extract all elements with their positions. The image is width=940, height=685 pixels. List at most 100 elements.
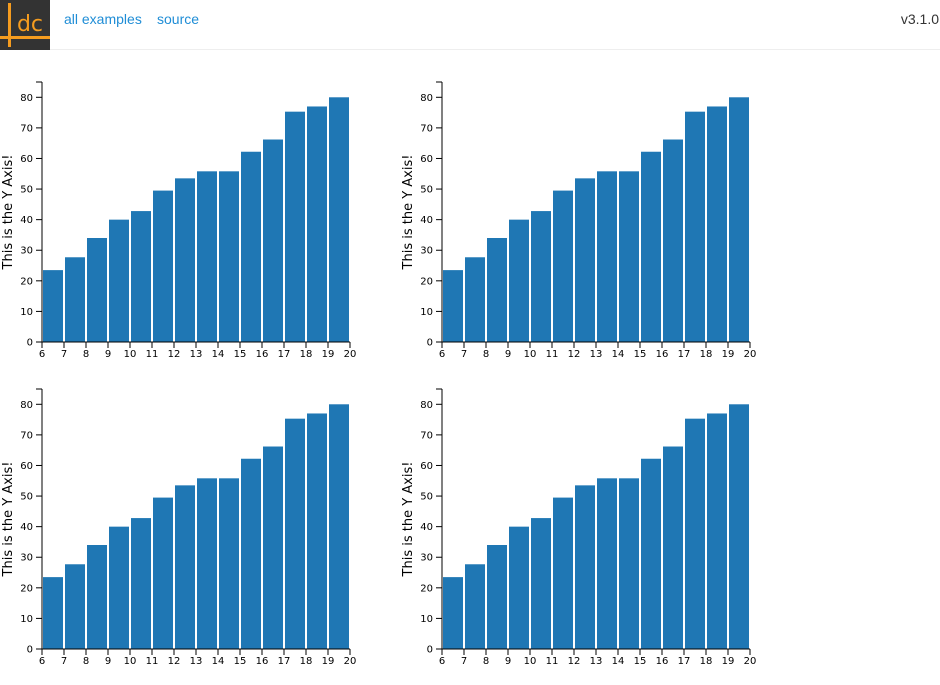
bar-19 [329,404,349,649]
y-tick-label-10: 10 [420,614,433,625]
bar-9 [109,219,129,342]
x-tick-label-13: 13 [590,656,603,667]
bar-6 [443,577,463,649]
y-tick-label-50: 50 [20,492,33,503]
bar-14 [219,171,239,342]
x-tick-label-15: 15 [634,349,647,360]
bar-series [443,404,749,649]
bar-9 [509,526,529,649]
x-tick-label-12: 12 [568,656,581,667]
bar-16 [263,446,283,649]
bar-7 [465,564,485,649]
x-tick-label-13: 13 [590,349,603,360]
bar-17 [685,418,705,649]
logo-vertical-bar [8,3,11,47]
dc-logo[interactable]: dc [0,0,50,50]
bar-10 [531,518,551,649]
y-tick-label-60: 60 [420,154,433,165]
x-tick-label-8: 8 [83,349,89,360]
bar-15 [241,458,261,649]
y-tick-label-40: 40 [20,522,33,533]
y-tick-label-0: 0 [27,338,33,349]
bar-series [443,97,749,342]
x-tick-label-18: 18 [300,349,313,360]
x-tick-label-9: 9 [505,656,511,667]
bar-13 [197,171,217,342]
x-tick-label-9: 9 [505,349,511,360]
bar-15 [241,151,261,342]
bar-7 [465,257,485,342]
y-axis-label: This is the Y Axis! [1,155,16,271]
y-axis: 0 10 20 30 40 50 60 70 80 [420,81,443,349]
y-tick-label-70: 70 [20,123,33,134]
y-tick-label-80: 80 [420,93,433,104]
y-tick-label-0: 0 [27,645,33,656]
x-tick-label-20: 20 [344,656,357,667]
x-axis: 6 7 8 9 10 11 12 13 14 15 16 17 18 19 20 [39,648,357,667]
x-tick-label-8: 8 [483,656,489,667]
y-tick-label-60: 60 [420,461,433,472]
bar-19 [729,404,749,649]
y-tick-label-30: 30 [420,246,433,257]
x-tick-label-15: 15 [634,656,647,667]
x-tick-label-8: 8 [83,656,89,667]
y-tick-label-10: 10 [20,307,33,318]
bar-18 [307,106,327,342]
y-tick-label-40: 40 [20,215,33,226]
x-tick-label-6: 6 [39,656,45,667]
bar-12 [575,178,595,342]
y-tick-label-0: 0 [427,338,433,349]
bar-17 [685,111,705,342]
x-tick-label-16: 16 [656,656,669,667]
x-tick-label-13: 13 [190,656,203,667]
y-tick-label-70: 70 [420,123,433,134]
bar-16 [263,139,283,342]
x-tick-label-12: 12 [568,349,581,360]
x-tick-label-10: 10 [124,656,137,667]
y-axis: 0 10 20 30 40 50 60 70 80 [20,388,43,656]
bar-16 [663,139,683,342]
x-tick-label-18: 18 [300,656,313,667]
bar-15 [641,458,661,649]
bar-18 [707,106,727,342]
x-tick-label-16: 16 [256,656,269,667]
x-tick-label-7: 7 [461,349,467,360]
top-bar: dc all examples source v3.1.0 [0,0,940,50]
bar-13 [597,171,617,342]
nav-link-all-examples[interactable]: all examples [64,11,142,27]
y-tick-label-70: 70 [420,430,433,441]
y-tick-label-50: 50 [420,492,433,503]
y-tick-label-30: 30 [20,246,33,257]
x-tick-label-9: 9 [105,656,111,667]
bar-14 [619,478,639,649]
x-tick-label-17: 17 [678,349,691,360]
bar-14 [219,478,239,649]
x-tick-label-16: 16 [656,349,669,360]
bar-12 [175,485,195,649]
y-axis: 0 10 20 30 40 50 60 70 80 [20,81,43,349]
bar-12 [175,178,195,342]
y-tick-label-50: 50 [420,185,433,196]
bar-8 [87,545,107,649]
x-tick-label-18: 18 [700,656,713,667]
x-tick-label-9: 9 [105,349,111,360]
x-tick-label-19: 19 [722,349,735,360]
y-axis: 0 10 20 30 40 50 60 70 80 [420,388,443,656]
bar-7 [65,564,85,649]
x-tick-label-11: 11 [546,349,559,360]
x-tick-label-11: 11 [146,349,159,360]
nav-link-source[interactable]: source [157,11,200,27]
bar-6 [43,577,63,649]
bar-15 [641,151,661,342]
bar-11 [553,190,573,342]
x-tick-label-14: 14 [212,349,225,360]
y-tick-label-20: 20 [20,583,33,594]
y-tick-label-30: 30 [20,553,33,564]
x-tick-label-13: 13 [190,349,203,360]
x-tick-label-10: 10 [524,656,537,667]
bar-18 [707,413,727,649]
x-tick-label-11: 11 [146,656,159,667]
bar-19 [729,97,749,342]
x-tick-label-8: 8 [483,349,489,360]
x-tick-label-14: 14 [612,349,625,360]
